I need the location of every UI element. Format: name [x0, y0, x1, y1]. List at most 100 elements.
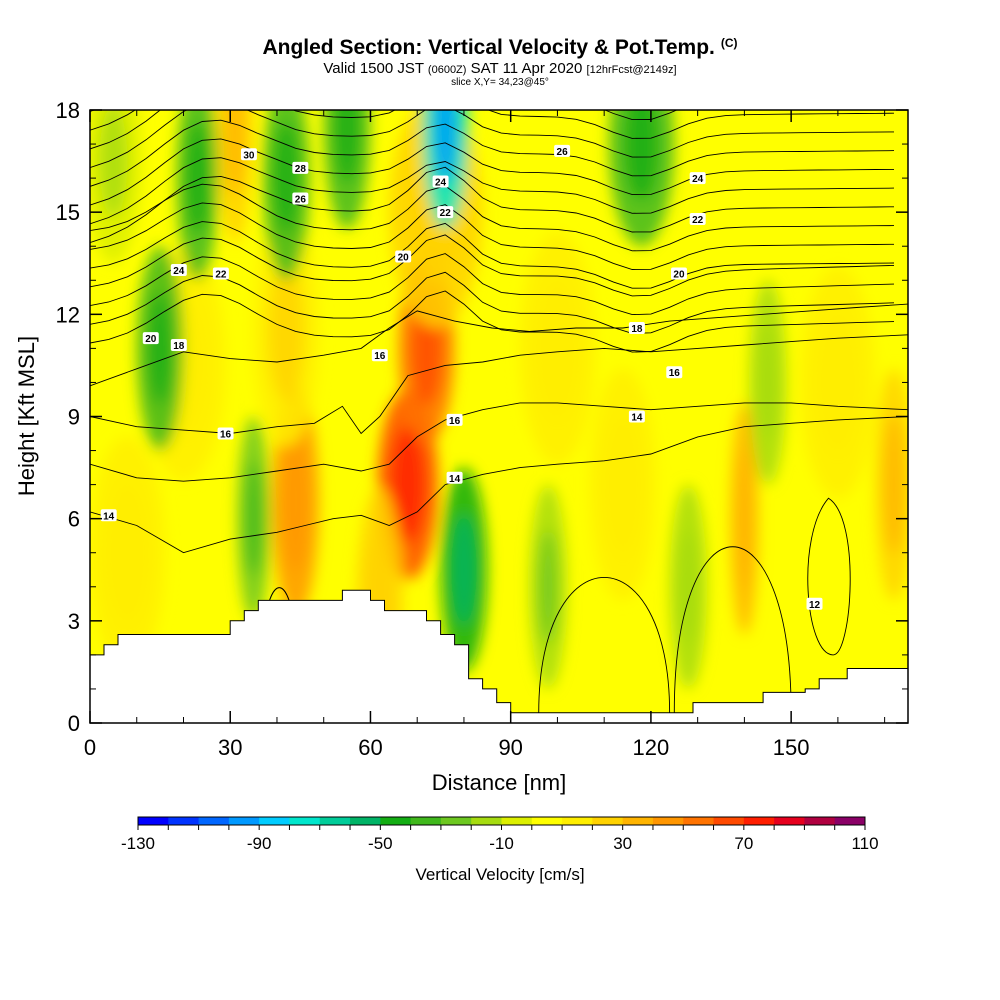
contour-label-bg [240, 148, 257, 161]
contour-label: 16 [449, 416, 461, 427]
theta-isotherm-line [90, 334, 908, 435]
colorbar-swatch [501, 817, 533, 825]
theta-isotherm-line [90, 157, 895, 225]
downdraft-core [538, 530, 558, 643]
contour-label: 28 [295, 164, 307, 175]
contour-label: 12 [809, 600, 821, 611]
contour-label-bg [689, 172, 706, 185]
downdraft-core [335, 110, 359, 184]
theta-isotherm-line [90, 183, 895, 252]
colorbar-swatch [138, 817, 169, 825]
colorbar-label: Vertical Velocity [cm/s] [415, 865, 584, 884]
terrain-mask [90, 589, 908, 723]
updraft-core [604, 415, 641, 555]
colorbar-swatch [592, 817, 624, 825]
x-tick-label: 90 [498, 735, 522, 760]
contour-label: 24 [435, 178, 447, 189]
theta-isotherm-line [90, 138, 895, 206]
contour-label-bg [395, 250, 412, 263]
colorbar-swatch [471, 817, 502, 825]
y-tick-label: 9 [68, 405, 80, 430]
updraft-core [268, 261, 305, 401]
axis-ticks: 0 30 60 90 120 150 0 3 6 9 12 15 18 [56, 98, 908, 760]
contour-label-bg [628, 321, 645, 334]
contour-label: 14 [449, 474, 461, 485]
theta-isotherm-line [90, 110, 895, 150]
colorbar-swatch [834, 817, 866, 825]
contour-label: 20 [673, 269, 685, 280]
colorbar-swatch [804, 817, 836, 825]
downdraft-core [148, 292, 172, 405]
contour-label-bg [217, 427, 234, 440]
contour-label-bg [371, 349, 388, 362]
x-tick-label: 60 [358, 735, 382, 760]
colorbar-swatch [259, 817, 290, 825]
contour-label-bg [170, 264, 187, 277]
downdraft-core [245, 462, 262, 575]
contour-label: 24 [173, 266, 185, 277]
valid-prefix: Valid 1500 JST [323, 60, 424, 77]
contour-label: 26 [295, 195, 307, 206]
downdraft-core [625, 110, 658, 201]
y-axis-label: Height [Kft MSL] [14, 336, 39, 496]
updraft-core [282, 432, 309, 572]
theta-isotherm-line [90, 119, 895, 187]
theta-isotherm-line [90, 303, 908, 387]
colorbar-swatch [228, 817, 260, 825]
contour-label-bg [689, 212, 706, 225]
updraft-core [391, 427, 425, 542]
downdraft-core [274, 121, 299, 235]
colorbar-tick-label: 70 [734, 834, 753, 853]
theta-isotherm-line [90, 166, 895, 244]
contour-label: 24 [692, 174, 704, 185]
colorbar-tick-label: 30 [613, 834, 632, 853]
theta-isotherm-line [90, 402, 908, 482]
contour-label: 16 [669, 368, 681, 379]
contour-label-bg [212, 267, 229, 280]
downdraft-core [433, 110, 457, 184]
downdraft-core [678, 530, 698, 643]
downdraft-core [186, 121, 209, 235]
updraft-core [224, 110, 246, 197]
contour-label-bg [437, 206, 454, 219]
contour-label-bg [628, 410, 645, 423]
colorbar-swatch [562, 817, 593, 825]
colorbar-swatch [168, 817, 200, 825]
colorbar-swatch [683, 817, 715, 825]
contour-label-bg [446, 413, 463, 426]
theta-isotherm-dome [538, 577, 671, 713]
x-tick-label: 120 [633, 735, 670, 760]
y-tick-label: 18 [56, 98, 80, 123]
contour-label-bg [292, 192, 309, 205]
forecast-info: [12hrFcst@2149z] [586, 64, 677, 76]
contour-label-bg [554, 144, 571, 157]
colorbar-swatch [713, 817, 745, 825]
x-tick-label: 30 [218, 735, 242, 760]
chart-title: Angled Section: Vertical Velocity & Pot.… [0, 36, 1000, 60]
theta-isotherm-line [90, 110, 895, 169]
colorbar-swatch [440, 817, 472, 825]
y-tick-label: 3 [68, 609, 80, 634]
colorbar-tick-label: -50 [368, 834, 393, 853]
slice-info: slice X,Y= 34,23@45° [451, 77, 549, 88]
terrain [90, 589, 908, 723]
chart-title-mark: (C) [720, 36, 738, 50]
colorbar-swatch [622, 817, 654, 825]
colorbar-tick-label: -10 [489, 834, 514, 853]
updraft-core [106, 483, 148, 623]
colorbar-swatch [289, 817, 321, 825]
contour-label-bg [432, 175, 449, 188]
contour-label: 22 [692, 215, 704, 226]
updraft-core [817, 312, 859, 452]
y-tick-label: 0 [68, 711, 80, 736]
theta-isotherm-12-loop [807, 497, 851, 656]
contour-label-bg [666, 366, 683, 379]
theta-isotherm-line [90, 221, 895, 289]
colorbar-tick-label: 110 [851, 834, 878, 853]
contour-label-bg [670, 267, 687, 280]
plot-area: 14 12 14 14 16 16 16 18 16 18 20 20 20 22 22 22 24 24 24 26… [90, 110, 908, 723]
contour-label: 20 [145, 334, 157, 345]
contour-label: 30 [243, 150, 255, 161]
contour-label-bg [142, 332, 159, 345]
theta-contour-labels: 14 12 14 14 16 16 16 18 16 18 20 20 20 22 22 22 24 24 24 26… [100, 144, 823, 611]
